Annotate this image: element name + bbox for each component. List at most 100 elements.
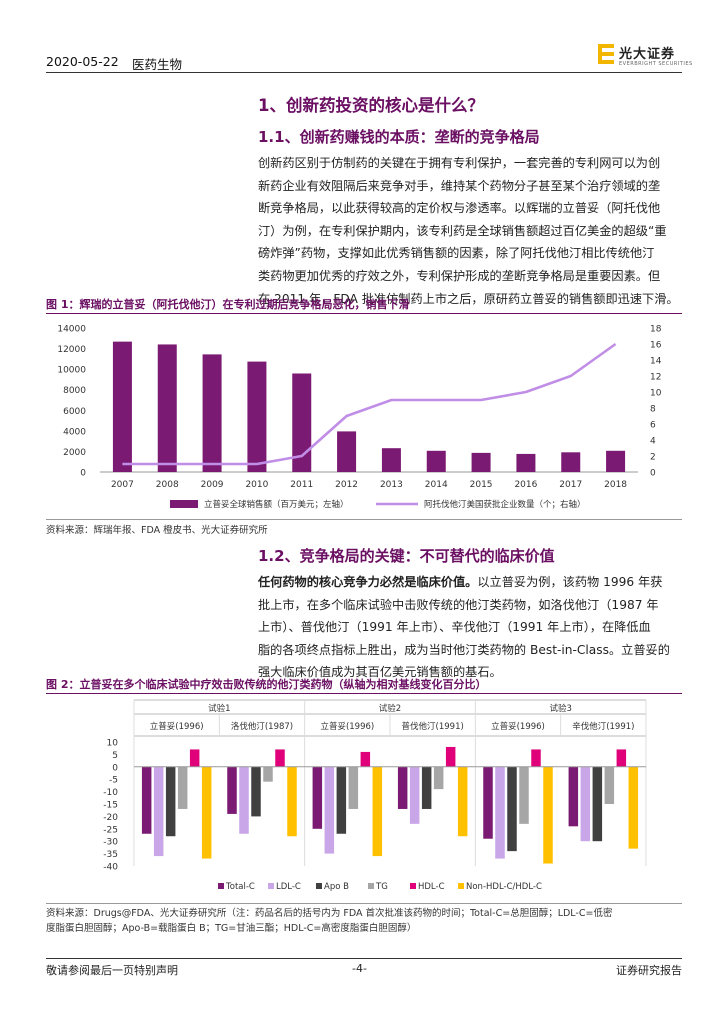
y2-tick-label: 12 [650,373,661,383]
logo-text: 光大证券 [619,47,676,62]
bar [561,452,581,472]
bar [177,766,188,809]
paragraph-line: 断竞争格局，以此获得较高的定价权与渗透率。以辉瑞的立普妥（阿托伐他 [258,201,661,216]
paragraph-line: 汀）为例，在专利保护期内，该专利药是全球销售额超过百亿美金的超级“重 [258,223,667,238]
bar [275,749,285,767]
y-tick-label: 4000 [63,427,86,437]
bar [433,766,444,790]
y-tick-label: 6000 [63,407,86,417]
legend-swatch [368,883,374,889]
bar [112,341,132,472]
footer-divider [46,958,682,959]
figure-1-title: 图 1：辉瑞的立普妥（阿托伐他汀）在专利过期后竞争格局恶化，销售下滑 [46,298,410,311]
legend-label: TG [375,882,388,892]
y-tick-label: -5 [109,776,118,786]
report-sector: 医药生物 [132,57,183,72]
paragraph-1-1: 创新药区别于仿制药的关键在于拥有专利保护，一套完善的专利网可以为创 新药企业有效… [258,152,682,310]
figure-2-chart: 试验1 立普妥(1996) 洛伐他汀(1987) 试验2 立普妥(1996) 普伐他汀(1… [103,699,647,892]
x-tick-label: 2007 [111,480,134,490]
paragraph-line: 磅炸弹”药物，支撑如此优秀销售额的因素，除了阿托伐他汀相比传统他汀 [258,246,655,261]
bar [360,751,371,767]
bar [568,766,579,827]
source-line: 度脂蛋白胆固醇；Apo-B=载脂蛋白 B；TG=甘油三酯；HDL-C=高密度脂蛋… [46,923,417,934]
figure-2-source: 资料来源：Drugs@FDA、光大证券研究所（注：药品名后的括号内为 FDA 首… [46,906,612,936]
x-tick-label: 2017 [559,480,582,490]
trial-label: 试验3 [549,703,571,714]
legend-label: 阿托伐他汀美国获批企业数量（个；右轴） [424,499,586,510]
x-tick-label: 2011 [290,480,313,490]
paragraph-line: 批上市，在多个临床试验中击败传统的他汀类药物，如洛伐他汀（1987 年 [258,597,659,612]
legend-label: Total-C [225,882,255,892]
bar [287,766,297,837]
y2-tick-label: 4 [650,437,656,447]
footer-disclaimer: 敬请参阅最后一页特别声明 [46,964,178,977]
figure-1-source-rule [46,519,682,520]
y-tick-label: -35 [103,850,118,860]
y-tick-label: 2000 [63,448,86,458]
x-tick-label: 2009 [201,480,224,490]
bar [495,766,505,859]
y-tick-label: 10000 [57,366,86,376]
legend-label: Apo B [324,882,349,892]
paragraph-line: 任何药物的核心竞争力必然是临床价值。以立普妥为例，该药物 1996 年获 [258,571,682,594]
report-date: 2020-05-22 [46,54,119,69]
x-tick-label: 2010 [245,480,268,490]
x-tick-label: 2014 [425,480,448,490]
bar [531,749,541,767]
figure-2-title: 图 2：立普妥在多个临床试验中疗效击败传统的他汀类药物（纵轴为相对基线变化百分比… [46,678,487,691]
x-tick-label: 2016 [514,480,537,490]
drug-label: 普伐他汀(1991) [402,721,464,732]
legend-label: Non-HDL-C/HDL-C [466,882,542,892]
x-tick-label: 2013 [380,480,403,490]
figure-1-source: 资料来源：辉瑞年报、FDA 橙皮书、光大证券研究所 [46,525,268,536]
bar [312,766,323,829]
drug-label: 辛伐他汀(1991) [572,721,634,732]
y-tick-label: -25 [103,825,118,835]
bar [372,766,383,857]
drug-label: 立普妥(1996) [150,721,204,732]
footer-report-type: 证券研究报告 [616,964,682,977]
logo-mark-icon [598,44,614,64]
legend-label: HDL-C [418,882,445,892]
bar [507,766,517,852]
legend-swatch [410,883,416,889]
x-tick-label: 2018 [604,480,627,490]
y-tick-label: 0 [80,469,86,479]
series-line [122,342,617,466]
bar [157,344,177,472]
y2-tick-label: 6 [650,421,656,431]
legend-swatch [218,883,224,889]
drug-label: 立普妥(1996) [320,721,374,732]
bar [153,766,164,857]
header-divider [46,72,682,73]
y-tick-label: 12000 [57,345,86,355]
legend-label: 立普妥全球销售额（百万美元；左轴） [204,499,349,510]
legend-swatch [316,883,322,889]
paragraph-line: 强大临床价值成为其百亿美元销售额的基石。 [258,665,502,680]
paragraph-line: 在 2011 年，FDA 批准仿制药上市之后，原研药立普妥的销售额即迅速下滑。 [258,291,679,306]
bar [201,766,212,859]
legend-label: LDL-C [276,882,301,892]
x-tick-label: 2008 [156,480,179,490]
bar [292,373,312,472]
bar [409,766,420,824]
figure-2-source-rule [46,903,682,904]
bar [202,354,222,472]
bar [471,452,491,472]
y2-tick-label: 8 [650,405,656,415]
bar [227,766,237,814]
paragraph-1-2: 任何药物的核心竞争力必然是临床价值。以立普妥为例，该药物 1996 年获 批上市… [258,571,682,684]
x-tick-label: 2015 [470,480,493,490]
y2-tick-label: 2 [650,453,656,463]
bar [189,749,200,767]
paragraph-line: 新药企业有效阻隔后来竞争对手，维持某个药物分子甚至某个治疗领域的垄 [258,178,661,193]
y2-tick-label: 14 [650,357,662,367]
paragraph-line: 上市）、普伐他汀（1991 年上市）、辛伐他汀（1991 年上市），在降低血 [258,620,651,635]
paragraph-line-rest: 以立普妥为例，该药物 1996 年获 [477,575,663,589]
drug-label: 立普妥(1996) [491,721,545,732]
figure-1-chart: 0 2000 4000 6000 8000 10000 12000 14000 0 2 4 6 8 10 1… [57,325,662,511]
legend-swatch-bar [170,500,198,508]
legend-swatch [268,883,274,889]
y2-tick-label: 18 [650,325,662,335]
y-tick-label: -40 [103,863,118,873]
